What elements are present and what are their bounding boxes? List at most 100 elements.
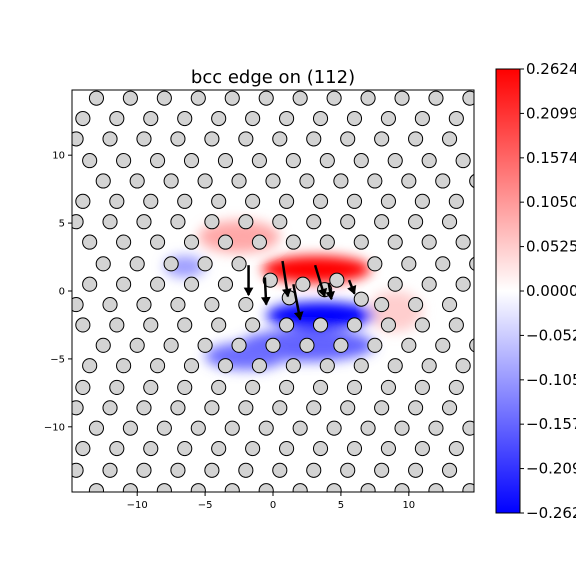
atom [333,337,349,353]
atom [353,358,369,374]
atom [340,214,356,230]
atom [102,214,118,230]
atom [387,234,403,250]
atom [299,337,315,353]
atom [231,337,247,353]
atom [75,193,91,209]
atom [326,483,342,492]
atom [72,462,84,478]
atom [156,90,172,106]
x-tick-label: −5 [198,500,213,511]
atom [170,462,186,478]
atom [408,297,424,313]
atom [380,379,397,395]
y-tick-label: 5 [59,219,65,230]
atom [279,193,295,209]
colorbar-tick-label: −0.1050 [526,371,576,389]
atom [414,317,430,333]
atom [319,234,335,250]
atom [75,110,91,127]
atom [435,173,451,189]
atom [245,317,261,333]
atom [285,234,301,250]
atom [190,90,206,106]
atom [374,462,390,478]
atom [408,400,424,416]
atom [217,358,234,374]
atom [163,173,179,189]
atom [312,379,329,395]
atom [408,214,424,230]
atom [340,131,356,147]
atom [72,297,84,313]
atom [401,337,417,353]
colorbar-tick-label: 0.1574 [526,149,576,167]
atom [448,193,464,209]
colorbar: 0.2624 0.2099 0.1574 0.1050 0.0525 0.0000 −0.0… [495,60,576,522]
atom [82,234,98,250]
atom [183,276,200,292]
atom [238,131,254,147]
atom [380,193,397,209]
atom [170,131,186,147]
atom [346,379,363,395]
atom [435,256,451,272]
atom-layer [72,90,490,492]
atom [455,358,471,374]
atom [265,337,281,353]
atom [109,110,125,127]
atom [170,400,186,416]
atom [116,234,132,250]
atom [245,379,261,395]
colorbar-tick-label: 0.2099 [526,104,576,122]
atom [380,317,397,333]
atom [374,297,390,313]
atom [211,193,227,209]
atom [177,193,193,209]
x-tick-label: 0 [270,500,276,511]
atom [75,440,91,457]
atom [136,214,152,230]
atom [75,379,91,395]
atom [102,297,118,313]
atom [408,462,424,478]
atom [476,132,490,146]
atom [116,276,132,292]
atom [476,463,490,477]
atom [109,193,125,209]
atom [116,358,132,374]
atom [285,358,301,374]
atom [414,440,430,457]
atom [231,173,247,189]
atom [279,379,295,395]
displacement-arrow [325,282,335,301]
atom [329,272,345,288]
atom [319,153,335,169]
atom [421,358,437,374]
atom [156,420,172,436]
atom [367,256,383,272]
atom [72,400,84,416]
atom [211,110,227,127]
atom [401,256,417,272]
atom [346,317,363,333]
atom [374,131,390,147]
atom [183,234,200,250]
atom [204,297,220,313]
atom [224,90,240,106]
atom [88,420,105,436]
atom [136,400,152,416]
atom [295,276,311,292]
atom [143,193,159,209]
atom [476,215,490,229]
atom [367,337,383,353]
atom [428,420,444,436]
atom [149,153,166,169]
displacement-arrow [292,283,304,321]
atom [102,131,118,147]
displacement-arrow [243,265,254,297]
atom [170,214,186,230]
atom [238,400,254,416]
displacement-arrow [347,279,357,295]
